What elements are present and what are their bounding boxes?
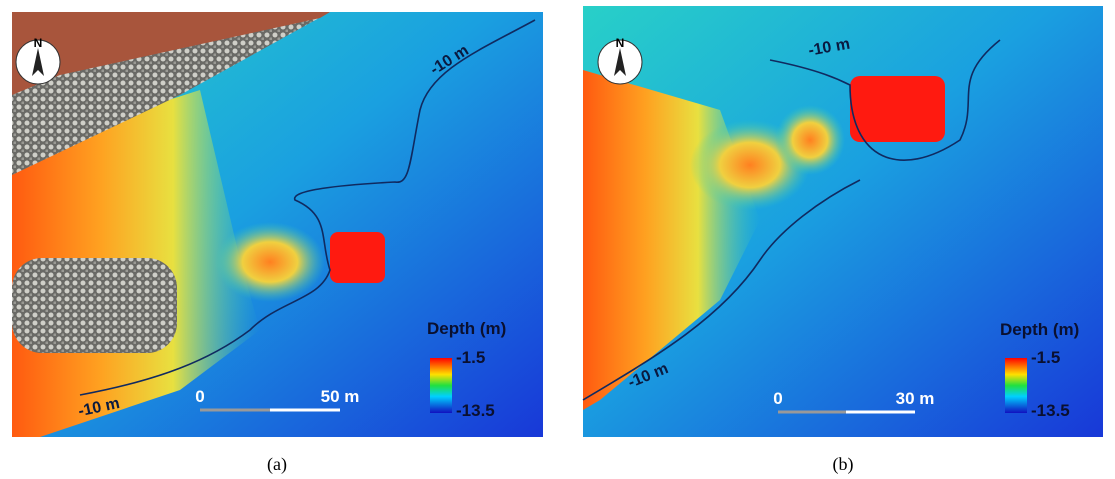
breakwater bbox=[12, 258, 177, 353]
north-label: N bbox=[34, 36, 43, 50]
colorbar bbox=[1005, 358, 1027, 413]
panel-caption: (a) bbox=[267, 454, 287, 475]
shallow-area bbox=[775, 105, 845, 175]
legend-title: Depth (m) bbox=[427, 319, 506, 338]
figure: N-10 m-10 mDepth (m)-1.5-13.5050 m(a)N-1… bbox=[0, 0, 1115, 479]
panel-a bbox=[12, 12, 543, 437]
legend-min: -13.5 bbox=[456, 401, 495, 420]
scale-start: 0 bbox=[195, 387, 204, 406]
scale-end: 50 m bbox=[321, 387, 360, 406]
reef-structure bbox=[330, 232, 385, 283]
colorbar bbox=[430, 358, 452, 413]
legend-max: -1.5 bbox=[456, 348, 485, 367]
legend-min: -13.5 bbox=[1031, 401, 1070, 420]
legend-title: Depth (m) bbox=[1000, 320, 1079, 339]
north-label: N bbox=[616, 36, 625, 50]
legend-max: -1.5 bbox=[1031, 348, 1060, 367]
panel-caption: (b) bbox=[833, 454, 854, 475]
shallow-area bbox=[215, 222, 325, 302]
scale-start: 0 bbox=[773, 389, 782, 408]
reef-structure bbox=[850, 76, 945, 142]
scale-end: 30 m bbox=[896, 389, 935, 408]
